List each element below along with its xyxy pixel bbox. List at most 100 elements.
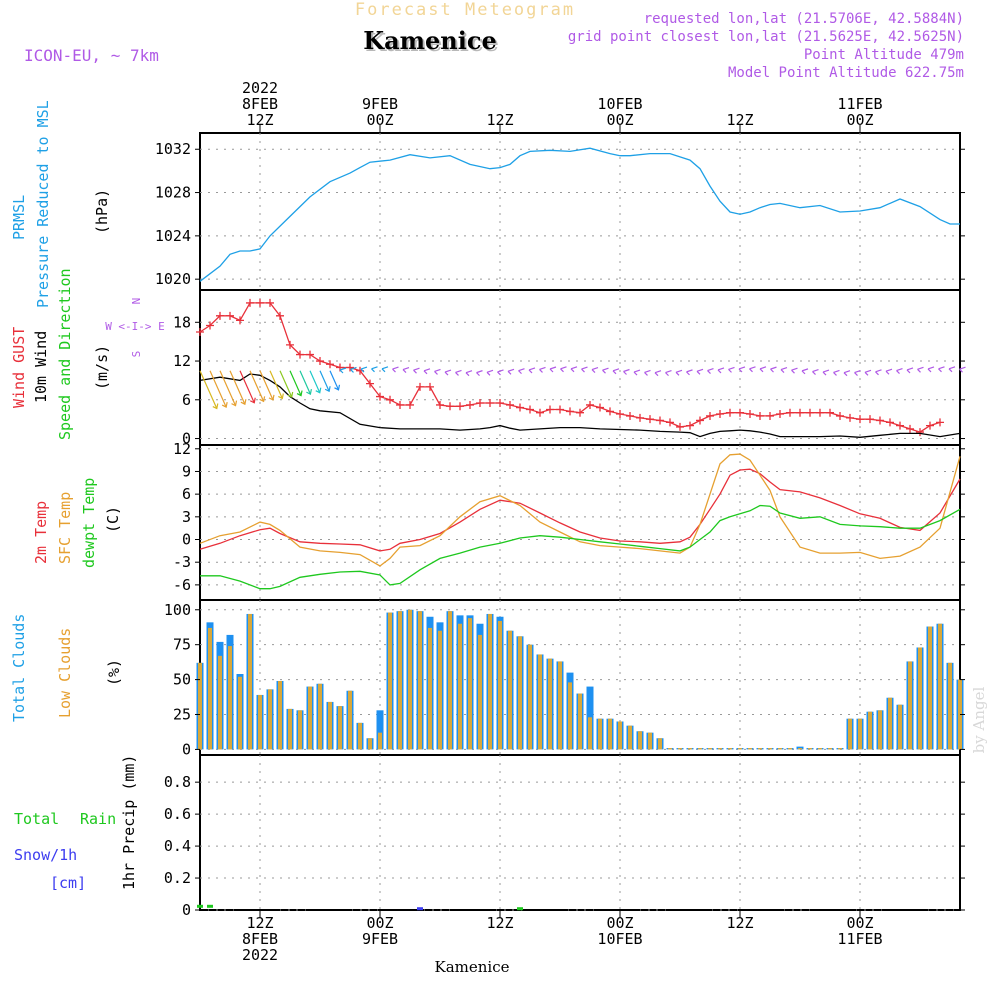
gust-point xyxy=(466,400,474,409)
gust-point xyxy=(456,402,464,411)
gust-point xyxy=(386,395,394,404)
wind-dir-mark xyxy=(339,367,347,374)
precip-bar xyxy=(417,907,423,911)
wind-arrow-head xyxy=(259,396,266,403)
low-cloud-bar xyxy=(568,682,572,750)
precip-total-label: Total xyxy=(14,810,59,828)
wind-dir-mark xyxy=(381,366,389,373)
prmsl-label: PRMSL xyxy=(10,195,28,240)
x-tick-label-top: 00Z xyxy=(846,111,873,129)
wind-arrow xyxy=(259,370,274,401)
y-tick-label: 0.6 xyxy=(164,805,191,823)
wind-dir-mark xyxy=(665,370,672,377)
y-tick-label: 1020 xyxy=(155,270,191,288)
x-tick-label-bottom: 12Z xyxy=(486,914,513,932)
x-tick-label-top: 12Z xyxy=(246,111,273,129)
precip-bar xyxy=(207,904,213,908)
gust-point xyxy=(566,407,574,416)
wind-dir-mark xyxy=(654,370,662,377)
pressure-unit: (hPa) xyxy=(93,189,111,234)
gust-point xyxy=(876,416,884,425)
gust-point xyxy=(526,405,534,414)
wind-arrow xyxy=(249,370,265,402)
low-cloud-bar xyxy=(458,623,462,750)
wind-arrow-head xyxy=(212,403,219,410)
wind-arrow xyxy=(239,370,255,404)
gust-point xyxy=(326,360,334,369)
gust-point xyxy=(806,408,814,417)
precip-snow-unit: [cm] xyxy=(50,874,86,892)
gust-label: Wind GUST xyxy=(10,327,28,408)
gust-point xyxy=(756,411,764,420)
x-tick-label-bottom: 8FEB xyxy=(242,930,278,948)
wind-dir-mark xyxy=(623,368,630,375)
wind-dir-mark xyxy=(423,368,431,375)
low-cloud-bar xyxy=(218,655,222,750)
gust-point xyxy=(716,410,724,418)
wind-dir-mark xyxy=(465,370,473,377)
wind-arrow-head xyxy=(221,401,228,408)
wind-dir-mark xyxy=(402,366,410,373)
wind-arrow xyxy=(209,370,227,408)
location-title-front: Kamenice xyxy=(363,26,497,55)
gust-point xyxy=(396,400,404,409)
wind-dir-mark xyxy=(822,369,830,376)
wind-dir-mark xyxy=(528,367,536,374)
low-cloud-bar xyxy=(278,680,282,750)
low-cloud-bar xyxy=(208,627,212,750)
wind-dir-mark xyxy=(539,366,546,373)
low-cloud-bar xyxy=(378,732,382,750)
x-tick-label-bottom: 12Z xyxy=(726,914,753,932)
gust-point xyxy=(776,410,784,418)
gust-point xyxy=(536,408,544,417)
point-altitude: Point Altitude 479m xyxy=(804,47,964,63)
y-tick-label: 1028 xyxy=(155,184,191,202)
wind-dir-mark xyxy=(854,370,861,377)
wind-dir-mark xyxy=(507,368,515,375)
y-tick-label: 18 xyxy=(173,313,191,331)
wind-dir-mark xyxy=(560,366,567,373)
wind-arrow-head xyxy=(231,400,238,407)
gust-point xyxy=(196,327,204,336)
low-cloud-bar xyxy=(778,748,782,750)
wind-arrow-head xyxy=(249,397,256,404)
low-cloud-bar xyxy=(798,748,802,750)
gust-point xyxy=(436,400,444,409)
wind-dir-mark xyxy=(738,366,746,373)
x-tick-label-bottom: 00Z xyxy=(366,914,393,932)
total-cloud-label: Total Clouds xyxy=(10,614,28,722)
x-tick-label-top: 8FEB xyxy=(242,95,278,113)
low-cloud-bar xyxy=(538,654,542,750)
low-cloud-bar xyxy=(708,748,712,750)
wind-arrow xyxy=(289,370,302,396)
gust-point xyxy=(646,415,654,424)
wind-panel xyxy=(199,289,961,446)
low-cloud-bar xyxy=(558,661,562,750)
low-cloud-bar xyxy=(908,661,912,750)
low-cloud-bar xyxy=(498,620,502,750)
wind-arrow xyxy=(319,370,330,392)
wind-arrow xyxy=(269,370,283,399)
gridpoint-location: grid point closest lon,lat (21.5625E, 42… xyxy=(568,29,964,45)
wind-dir-mark xyxy=(518,368,525,375)
model-label: ICON-EU, ~ 7km xyxy=(24,46,159,65)
gust-point xyxy=(736,408,744,417)
low-cloud-bar xyxy=(628,725,632,750)
x-tick-label-bottom: 00Z xyxy=(606,914,633,932)
low-cloud-bar xyxy=(588,717,592,750)
total-cloud-bar xyxy=(376,710,384,750)
low-cloud-bar xyxy=(428,627,432,750)
precip-rain-label: Rain xyxy=(80,810,116,828)
wind-dir-mark xyxy=(770,366,777,373)
x-tick-label-top: 00Z xyxy=(606,111,633,129)
low-cloud-bar xyxy=(928,626,932,750)
gust-point xyxy=(406,400,414,409)
gust-point xyxy=(256,298,264,307)
gust-point xyxy=(366,379,374,388)
gust-point xyxy=(246,298,254,307)
low-cloud-bar xyxy=(818,748,822,750)
gust-point xyxy=(616,410,624,418)
wind-dir-mark xyxy=(749,366,756,373)
wind-arrow-head xyxy=(306,389,312,396)
